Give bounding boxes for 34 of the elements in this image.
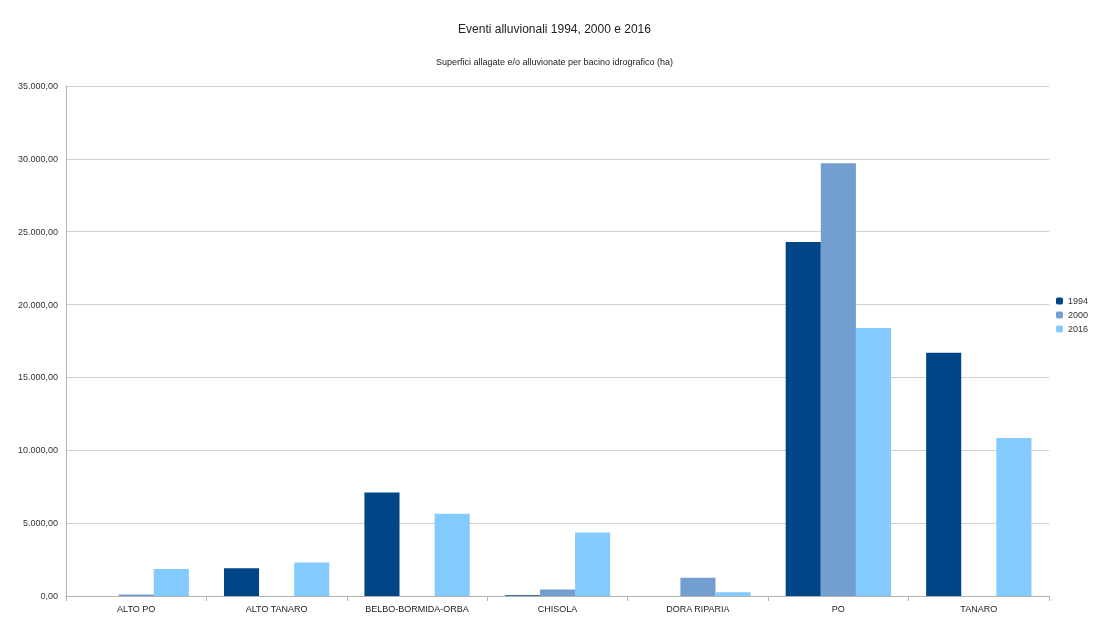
x-tick-label: ALTO TANARO	[245, 603, 308, 614]
y-tick-label: 15.000,00	[17, 372, 58, 383]
bar	[996, 437, 1032, 596]
bar	[294, 562, 330, 596]
legend-label: 2016	[1067, 324, 1089, 334]
bar	[434, 513, 470, 596]
y-tick-label: 10.000,00	[17, 445, 58, 456]
y-tick-label: 5.000,00	[22, 518, 58, 529]
bar	[715, 592, 751, 596]
y-tick-label: 35.000,00	[17, 81, 58, 91]
chart-subtitle: Superfici allagate e/o alluvionate per bacino idrografico (ha)	[435, 56, 674, 67]
bar	[153, 569, 189, 596]
y-tick-label: 30.000,00	[17, 153, 58, 164]
x-tick-label: DORA RIPARIA	[666, 603, 730, 614]
bar	[855, 327, 892, 596]
legend-label: 1994	[1067, 296, 1089, 306]
bar	[364, 492, 400, 596]
bar	[539, 589, 576, 596]
x-tick-label: PO	[831, 603, 845, 614]
bar	[926, 352, 962, 596]
x-tick-label: TANARO	[960, 603, 998, 614]
x-tick-label: CHISOLA	[537, 603, 578, 614]
bar	[575, 532, 611, 596]
y-tick-label: 25.000,00	[17, 226, 58, 237]
chart-title: Eventi alluvionali 1994, 2000 e 2016	[458, 22, 652, 36]
y-tick-label: 0,00	[40, 591, 58, 601]
legend-label: 2000	[1067, 310, 1089, 320]
x-tick-label: BELBO-BORMIDA-ORBA	[365, 603, 469, 614]
bar	[820, 163, 856, 596]
x-tick-label: ALTO PO	[117, 603, 156, 614]
bar	[223, 568, 260, 596]
y-tick-label: 20.000,00	[17, 299, 58, 310]
bar	[785, 241, 821, 596]
bar	[680, 577, 716, 596]
